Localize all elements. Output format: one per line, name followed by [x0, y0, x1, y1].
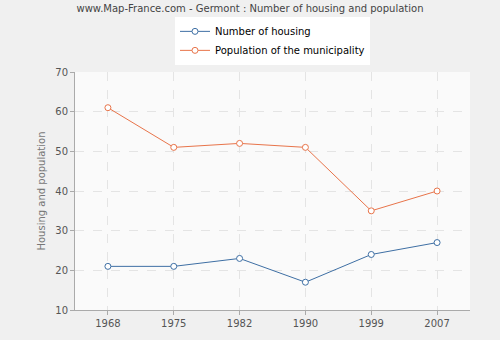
svg-text:10: 10: [55, 305, 68, 316]
svg-text:1990: 1990: [293, 318, 318, 329]
svg-text:1975: 1975: [161, 318, 186, 329]
svg-text:2007: 2007: [424, 318, 449, 329]
svg-text:1968: 1968: [95, 318, 120, 329]
svg-text:30: 30: [55, 225, 68, 236]
svg-text:Housing and population: Housing and population: [36, 131, 47, 250]
svg-text:Number of housing: Number of housing: [215, 26, 311, 37]
svg-text:20: 20: [55, 265, 68, 276]
svg-text:www.Map-France.com - Germont :: www.Map-France.com - Germont : Number of…: [77, 3, 424, 14]
svg-text:1999: 1999: [359, 318, 384, 329]
svg-text:70: 70: [55, 67, 68, 78]
svg-text:Population of the municipality: Population of the municipality: [215, 45, 365, 56]
svg-text:60: 60: [55, 106, 68, 117]
svg-text:40: 40: [55, 186, 68, 197]
svg-text:1982: 1982: [227, 318, 252, 329]
svg-text:50: 50: [55, 146, 68, 157]
